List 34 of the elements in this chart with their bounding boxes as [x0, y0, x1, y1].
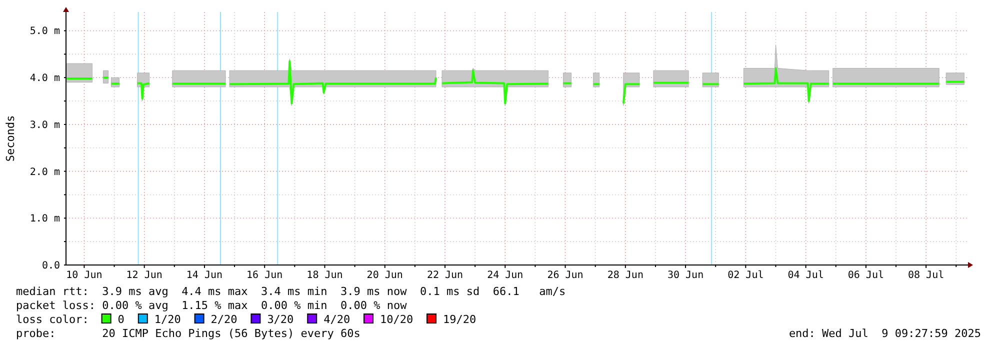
y-tick-label: 4.0 m — [30, 73, 60, 84]
text: packet loss: 0.00 % avg 1.15 % max 0.00 % min 0.00 % now — [16, 299, 408, 312]
legend-label: 2/20 — [210, 313, 238, 326]
x-tick-label: 20 Jun — [366, 270, 403, 281]
x-tick-label: 22 Jun — [426, 270, 464, 281]
x-tick-label: 10 Jun — [66, 270, 102, 281]
y-tick-label: 3.0 m — [30, 120, 60, 131]
x-tick-label: 12 Jun — [126, 270, 162, 281]
x-tick-label: 02 Jul — [728, 270, 764, 281]
y-tick-label: 0.0 — [42, 260, 60, 272]
x-tick-label: 04 Jul — [788, 270, 824, 281]
x-tick-label: 06 Jul — [848, 270, 884, 281]
x-tick-label: 28 Jun — [607, 270, 644, 281]
x-tick-label: 24 Jun — [487, 270, 524, 281]
x-tick-label: 26 Jun — [547, 270, 584, 281]
y-tick-label: 2.0 m — [30, 166, 60, 178]
text: median rtt: 3.9 ms avg 4.4 ms max 3.4 ms min 3.9 ms now 0.1 ms sd 66.1 am/s — [16, 285, 566, 298]
x-tick-label: 18 Jun — [306, 270, 343, 281]
y-tick-label: 1.0 m — [30, 214, 60, 225]
text: end: Wed Jul 9 09:27:59 2025 — [788, 327, 981, 340]
text: probe: 20 ICMP Echo Pings (56 Bytes) every 60s — [16, 327, 360, 340]
x-tick-label: 16 Jun — [246, 270, 283, 281]
legend-label: 4/20 — [324, 313, 350, 326]
x-tick-label: 14 Jun — [186, 270, 223, 281]
x-tick-label: 08 Jul — [908, 270, 944, 281]
x-tick-label: 30 Jun — [667, 270, 704, 281]
legend-label: 3/20 — [267, 313, 294, 326]
y-tick-label: 5.0 m — [30, 26, 60, 38]
y-axis-title: Seconds — [4, 115, 17, 162]
legend-label: 1/20 — [154, 313, 181, 326]
legend-label: 0 — [118, 313, 124, 326]
legend-label: 10/20 — [380, 313, 414, 326]
legend-label: 19/20 — [443, 313, 476, 326]
legend-title: loss color: — [16, 313, 89, 326]
